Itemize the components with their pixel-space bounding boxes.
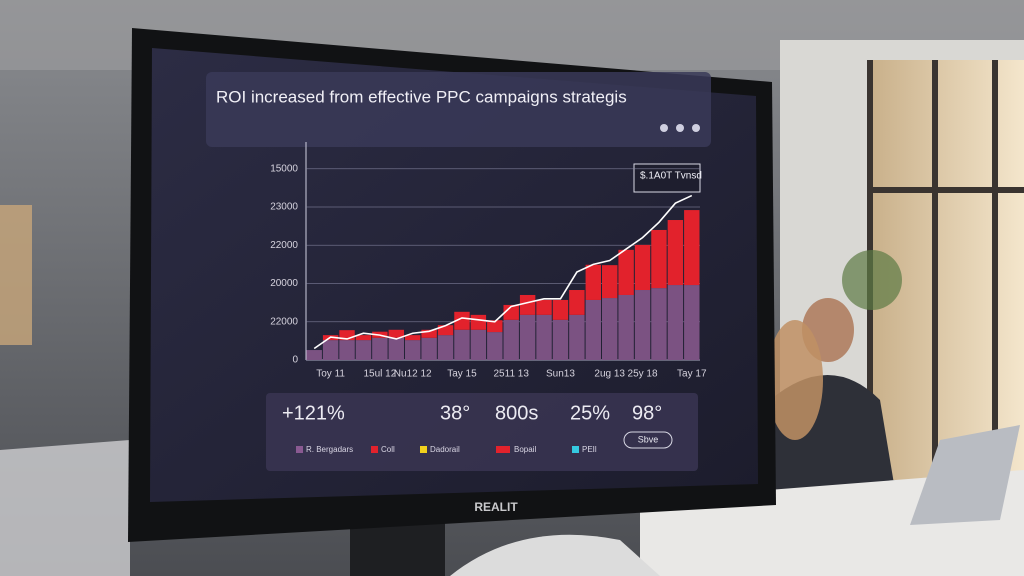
y-tick-label: 22000 [270, 316, 298, 327]
legend-label: Bopail [514, 445, 536, 454]
bar [651, 229, 667, 289]
x-tick-label: 15ul 12 [363, 369, 396, 380]
bar [322, 340, 339, 360]
x-tick-label: Nu12 12 [394, 369, 432, 380]
bar [684, 285, 700, 360]
y-tick-label: 0 [292, 355, 298, 366]
bar [634, 244, 651, 291]
plant [842, 250, 902, 310]
bar [519, 294, 536, 315]
bar [536, 299, 552, 315]
stat-value: 800s [495, 402, 538, 424]
bar [503, 319, 519, 360]
legend-label: Coll [381, 445, 395, 454]
bar [405, 340, 421, 360]
x-tick-label: 2511 13 [494, 369, 530, 380]
bar [552, 299, 569, 320]
bar [372, 337, 388, 360]
stat-value: 38° [440, 402, 470, 424]
bar [339, 340, 355, 360]
bar [552, 319, 569, 360]
bar [306, 350, 322, 360]
button[interactable]: Sbve [638, 434, 659, 444]
bar [585, 264, 601, 300]
bar [519, 314, 536, 360]
bar [667, 285, 684, 360]
bar [536, 314, 552, 360]
bar [569, 314, 585, 360]
bar [602, 298, 618, 360]
y-tick-label: 23000 [270, 202, 298, 213]
button-frame [623, 431, 673, 449]
legend-label: PEIl [582, 445, 597, 454]
bar [585, 299, 601, 360]
legend-swatch [371, 446, 378, 453]
bar [421, 329, 437, 338]
legend-label: R. Bergadars [306, 445, 353, 454]
bar [503, 304, 519, 320]
legend-swatch [420, 446, 427, 453]
stat-value: 98° [632, 402, 662, 424]
bar [651, 288, 667, 360]
title-icons [660, 124, 700, 132]
x-tick-label: Sun13 [546, 369, 575, 380]
x-tick-label: Tay 17 [677, 369, 707, 380]
chart-title: ROI increased from effective PPC campaig… [216, 87, 627, 106]
annotation: $.1A0T Tvnsd [640, 171, 702, 182]
bar [454, 329, 470, 360]
screen [150, 48, 758, 502]
bar [487, 332, 503, 360]
bar [437, 325, 454, 336]
y-tick-label: 22000 [270, 240, 298, 251]
chair [0, 440, 130, 576]
x-tick-label: 25y 18 [628, 369, 658, 380]
bar [355, 340, 372, 360]
legend-label: Dadorail [430, 445, 460, 454]
bar [618, 249, 634, 295]
line [313, 194, 693, 350]
y-tick-label: 15000 [270, 163, 298, 174]
y-tick-label: 20000 [270, 278, 298, 289]
bar [339, 330, 355, 341]
bar [405, 335, 421, 341]
bar [684, 210, 700, 286]
bar [437, 335, 454, 360]
bar [569, 290, 585, 315]
bar [355, 335, 372, 341]
person-hair [767, 320, 823, 440]
left-window [0, 205, 32, 345]
bar [454, 311, 470, 330]
bar [470, 329, 487, 360]
title-bar [206, 72, 711, 147]
bar [602, 265, 618, 299]
stat-value: +121% [282, 402, 345, 424]
bar [487, 320, 503, 333]
legend-swatch [496, 446, 510, 453]
laptop [910, 425, 1020, 525]
monitor-stand [350, 520, 445, 576]
bar [388, 337, 404, 360]
legend-swatch [296, 446, 303, 453]
bar [470, 314, 487, 330]
x-tick-label: Tay 15 [447, 369, 477, 380]
bar [618, 294, 634, 360]
chair-back [450, 534, 660, 576]
chart: 0 22000 20000 22000 23000 15000 Toy 11 15ul 12N… [270, 142, 707, 454]
bar [421, 337, 437, 360]
brand: REALIT [474, 500, 518, 514]
bar [667, 220, 684, 286]
bar [388, 329, 404, 338]
x-tick-label: 2ug 13 [594, 369, 625, 380]
stat-value: 25% [570, 402, 610, 424]
legend-swatch [572, 446, 579, 453]
bar [634, 290, 651, 360]
x-tick-label: Toy 11 [316, 369, 345, 380]
